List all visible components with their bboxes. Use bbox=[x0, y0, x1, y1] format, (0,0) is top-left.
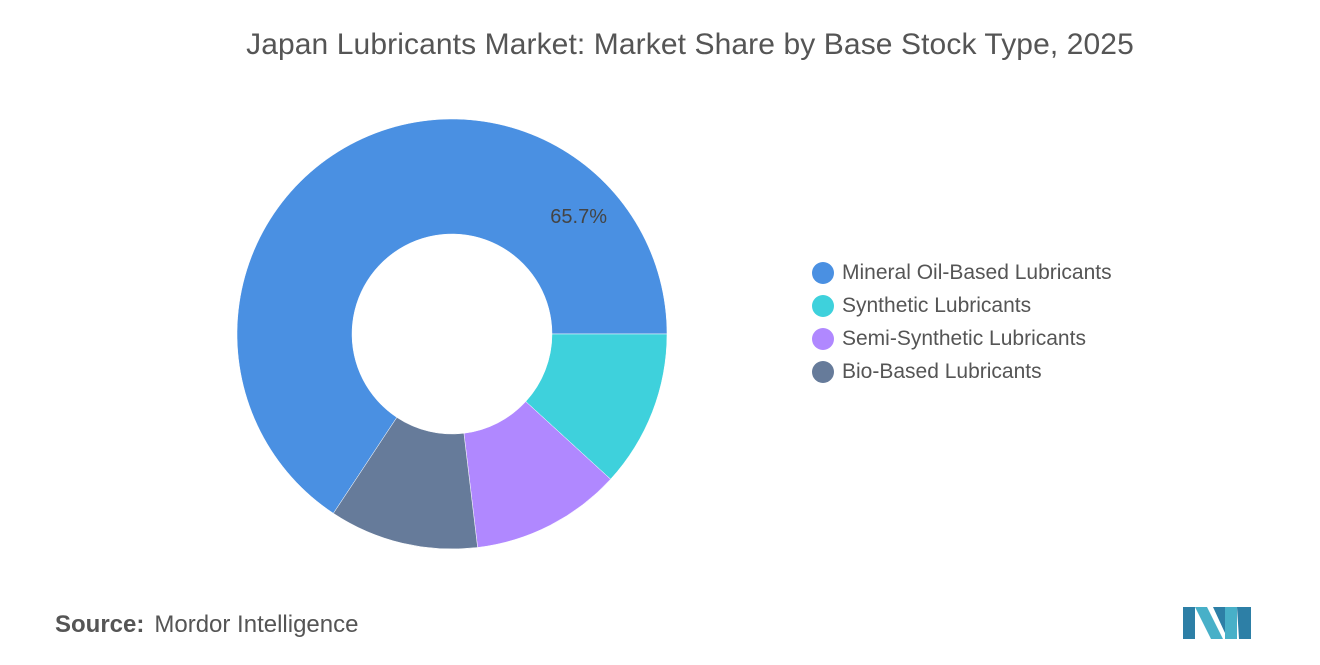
legend-label: Synthetic Lubricants bbox=[842, 293, 1032, 317]
legend-swatch bbox=[812, 360, 834, 383]
source-label: Source: bbox=[55, 611, 145, 638]
donut-slice-bio-based-lubricants bbox=[333, 417, 478, 550]
legend-label: Mineral Oil-Based Lubricants bbox=[842, 260, 1112, 284]
mordor-intelligence-logo-icon bbox=[1183, 607, 1251, 639]
legend-item: Synthetic Lubricants bbox=[812, 289, 1112, 322]
legend-label: Semi-Synthetic Lubricants bbox=[842, 326, 1086, 350]
legend-label: Bio-Based Lubricants bbox=[842, 359, 1042, 383]
legend-swatch bbox=[812, 294, 834, 317]
slice-labels: 65.7% bbox=[550, 206, 607, 228]
legend-item: Semi-Synthetic Lubricants bbox=[812, 322, 1112, 355]
chart-title: Japan Lubricants Market: Market Share by… bbox=[246, 28, 1134, 61]
legend-swatch bbox=[812, 261, 834, 284]
legend-swatch bbox=[812, 327, 834, 350]
legend-item: Mineral Oil-Based Lubricants bbox=[812, 256, 1112, 289]
slice-data-label: 65.7% bbox=[550, 206, 607, 228]
donut-slice-mineral-oil-based-lubricants bbox=[236, 118, 668, 514]
donut-slice-synthetic-lubricants bbox=[525, 333, 668, 480]
legend-item: Bio-Based Lubricants bbox=[812, 355, 1112, 388]
legend: Mineral Oil-Based Lubricants Synthetic Lu… bbox=[812, 256, 1112, 388]
source-value: Mordor Intelligence bbox=[154, 611, 359, 638]
donut-slices bbox=[236, 118, 668, 550]
source-note: Source: Mordor Intelligence bbox=[55, 611, 358, 639]
